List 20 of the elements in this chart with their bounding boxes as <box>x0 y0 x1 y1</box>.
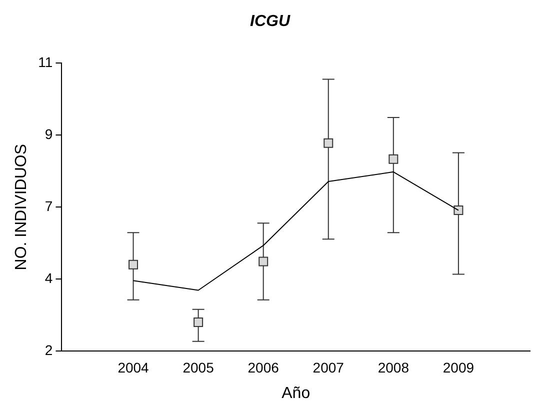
x-tick-label: 2009 <box>442 359 474 376</box>
y-tick-label: 4 <box>44 270 53 286</box>
y-tick-label: 11 <box>38 54 53 70</box>
y-tick-label: 2 <box>44 342 53 358</box>
point <box>324 138 334 148</box>
chart-title: ICGU <box>250 13 290 30</box>
point <box>194 317 204 327</box>
point <box>454 206 464 216</box>
y-tick-label: 7 <box>44 198 53 214</box>
y-tick-label: 9 <box>44 126 53 142</box>
x-axis-title: Año <box>282 384 310 402</box>
point <box>388 154 398 164</box>
point <box>258 256 268 266</box>
x-tick-label: 2005 <box>182 359 214 376</box>
point <box>128 260 138 270</box>
x-tick-label: 2007 <box>312 359 344 376</box>
x-tick-label: 2006 <box>248 359 280 376</box>
x-tick-label: 2008 <box>378 359 410 376</box>
x-tick-label: 2004 <box>118 359 150 376</box>
y-axis-title: NO. INDIVIDUOS <box>13 144 30 270</box>
